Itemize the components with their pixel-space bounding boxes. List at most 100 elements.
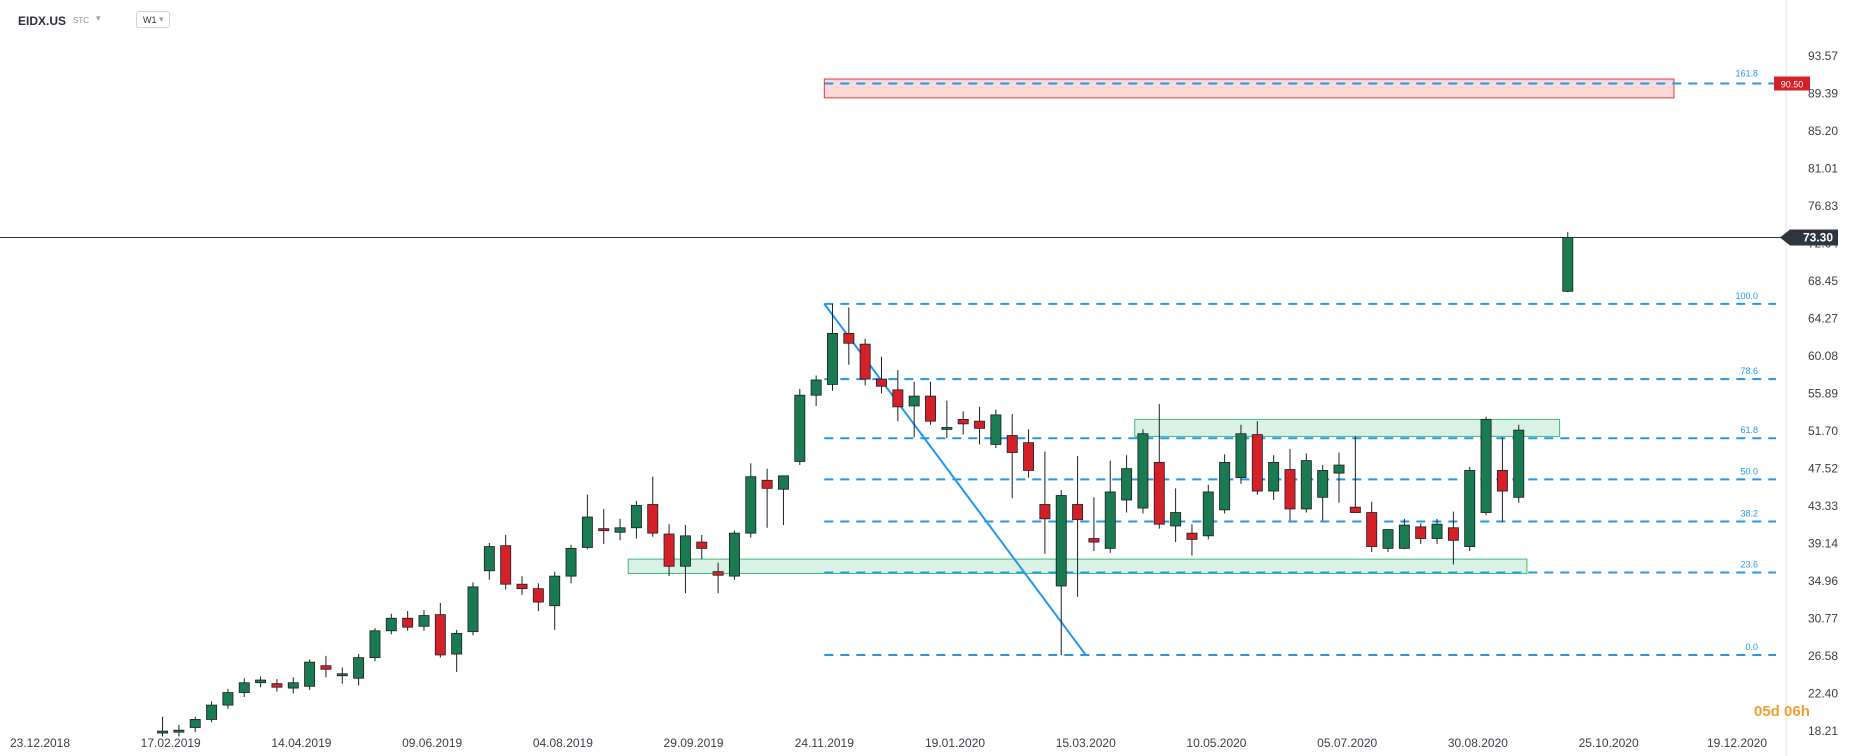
candle[interactable] [271,679,283,692]
candle[interactable] [1088,497,1100,552]
x-tick-label: 19.12.2020 [1707,736,1767,750]
candle[interactable] [1464,466,1476,552]
candle[interactable] [483,542,495,580]
candle[interactable] [451,629,463,672]
candle[interactable] [892,370,904,422]
candle[interactable] [663,524,675,577]
candle[interactable] [859,338,871,386]
candle[interactable] [1121,455,1133,513]
candle-body [1464,470,1476,547]
candle[interactable] [222,688,234,709]
candle[interactable] [549,571,561,630]
candle-body [777,475,789,490]
candle[interactable] [287,677,299,694]
candle[interactable] [238,678,250,698]
candle[interactable] [434,603,446,658]
candle[interactable] [1513,424,1525,503]
candle[interactable] [1170,488,1182,543]
candle[interactable] [1431,518,1443,544]
candle[interactable] [712,562,724,594]
data-source-label[interactable]: STC [73,16,89,25]
candle[interactable] [206,701,218,723]
candle[interactable] [974,406,986,445]
candle[interactable] [581,494,593,550]
candle[interactable] [1006,414,1018,499]
candle[interactable] [1333,452,1345,503]
candle-body [271,683,283,688]
candle[interactable] [1072,456,1084,597]
candle[interactable] [565,544,577,584]
candle[interactable] [777,475,789,526]
candle[interactable] [1398,518,1410,550]
candle[interactable] [598,508,610,544]
candle[interactable] [925,381,936,425]
candle[interactable] [647,476,659,537]
candle[interactable] [941,400,953,439]
candle[interactable] [843,307,855,365]
candle[interactable] [728,530,740,580]
candle[interactable] [745,463,757,538]
candle[interactable] [1235,424,1247,484]
candle[interactable] [1104,460,1116,553]
candle[interactable] [369,628,381,662]
candle[interactable] [1137,429,1149,514]
candle[interactable] [1055,490,1067,655]
target-zone[interactable] [823,78,1675,99]
candle-body [157,730,169,734]
candle[interactable] [255,676,267,688]
candle[interactable] [957,411,969,435]
candle[interactable] [173,724,185,737]
candle[interactable] [1562,232,1574,293]
candle[interactable] [402,611,414,631]
candle[interactable] [876,356,887,394]
timeframe-dropdown[interactable]: W1 ▾ [136,11,170,28]
y-tick-label: 22.40 [1808,686,1838,700]
candle[interactable] [1496,437,1508,522]
candle[interactable] [320,655,332,678]
candle[interactable] [516,576,528,595]
candle[interactable] [908,381,920,438]
candle[interactable] [679,525,691,594]
candle[interactable] [1447,511,1459,565]
resistance-zone[interactable] [1134,418,1561,437]
candle[interactable] [1284,448,1296,521]
candle[interactable] [1317,465,1329,521]
candle[interactable] [1023,429,1035,478]
candle[interactable] [1268,455,1280,500]
candle[interactable] [157,716,169,737]
candle[interactable] [1480,416,1492,516]
candle[interactable] [1366,501,1378,552]
candle[interactable] [614,518,626,541]
candle[interactable] [990,409,1002,449]
candle[interactable] [1219,454,1231,514]
candle[interactable] [353,654,365,686]
candle[interactable] [696,534,708,560]
candle[interactable] [810,375,822,406]
candle[interactable] [1349,436,1361,513]
candle[interactable] [1300,453,1312,513]
candle[interactable] [532,583,544,612]
ticker-symbol[interactable]: EIDX.US [18,14,67,28]
candle[interactable] [304,659,316,690]
candle[interactable] [761,468,773,528]
candle[interactable] [1382,529,1394,552]
candle[interactable] [467,582,479,636]
candle[interactable] [827,303,838,391]
candle[interactable] [385,613,397,635]
candle[interactable] [794,388,806,466]
candle[interactable] [336,667,348,684]
candle[interactable] [1415,523,1427,544]
candle-body [1496,470,1508,492]
candle[interactable] [418,610,430,631]
candle[interactable] [500,534,512,590]
candle-body [598,528,610,532]
candle[interactable] [630,500,642,539]
candle[interactable] [1153,404,1165,529]
chevron-down-icon[interactable]: ▾ [96,13,101,23]
candle[interactable] [1251,421,1263,495]
candle[interactable] [189,716,201,732]
candle[interactable] [1202,484,1214,540]
candle[interactable] [1186,524,1198,556]
candle[interactable] [1039,451,1051,554]
